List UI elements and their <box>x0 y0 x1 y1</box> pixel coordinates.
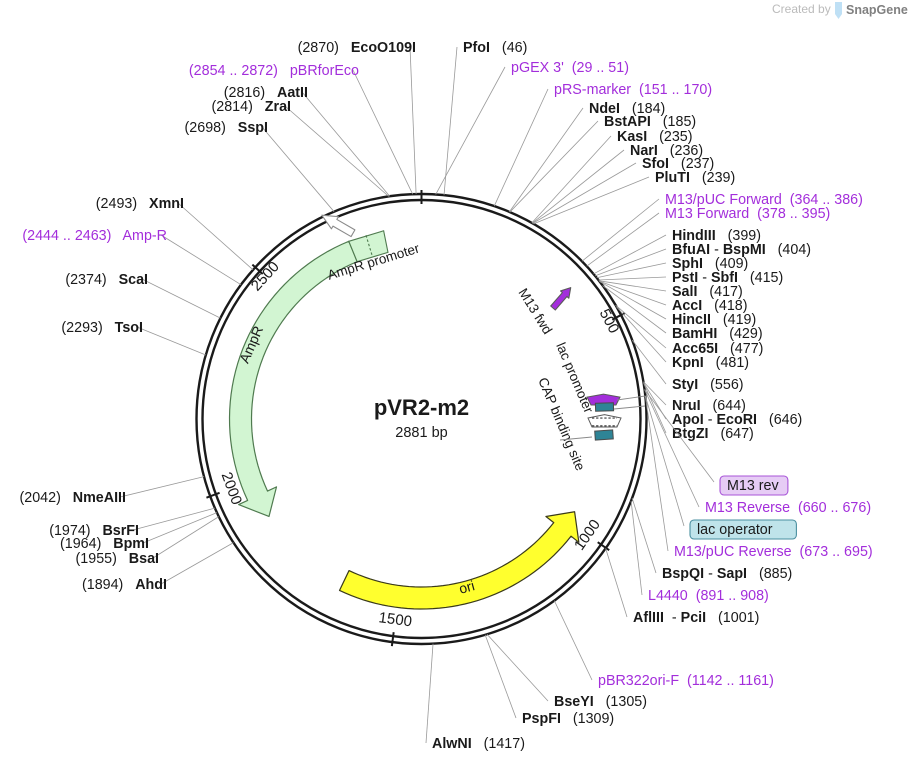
svg-text:lac operator: lac operator <box>697 522 773 538</box>
svg-text:M13 Forward (378 .. 395): M13 Forward (378 .. 395) <box>665 206 830 222</box>
svg-text:pRS-marker (151 .. 170): pRS-marker (151 .. 170) <box>554 82 712 98</box>
svg-text:BamHI (429): BamHI (429) <box>672 326 763 342</box>
svg-text:KpnI (481): KpnI (481) <box>672 355 749 371</box>
svg-text:(2374) ScaI: (2374) ScaI <box>65 272 148 288</box>
svg-text:M13 Reverse (660 .. 676): M13 Reverse (660 .. 676) <box>705 500 871 516</box>
svg-text:Created by: Created by <box>772 2 831 16</box>
svg-text:(2698) SspI: (2698) SspI <box>185 120 268 136</box>
svg-text:(2444 .. 2463) Amp-R: (2444 .. 2463) Amp-R <box>22 228 167 244</box>
svg-text:(1955) BsaI: (1955) BsaI <box>76 551 159 567</box>
svg-text:pBR322ori-F (1142 .. 1161): pBR322ori-F (1142 .. 1161) <box>598 673 774 689</box>
svg-text:PspFI (1309): PspFI (1309) <box>522 711 614 727</box>
svg-text:BseYI (1305): BseYI (1305) <box>554 694 647 710</box>
svg-text:SnapGene: SnapGene <box>846 3 908 17</box>
svg-text:BstAPI (185): BstAPI (185) <box>604 114 696 130</box>
svg-text:PfoI (46): PfoI (46) <box>463 40 527 56</box>
svg-text:AflIII - PciI (1001): AflIII - PciI (1001) <box>633 610 759 626</box>
svg-text:PluTI (239): PluTI (239) <box>655 170 735 186</box>
svg-text:BspQI - SapI (885): BspQI - SapI (885) <box>662 566 792 582</box>
svg-text:(2493) XmnI: (2493) XmnI <box>96 196 184 212</box>
svg-text:L4440 (891 .. 908): L4440 (891 .. 908) <box>648 588 769 604</box>
svg-text:StyI (556): StyI (556) <box>672 377 744 393</box>
svg-text:M13 rev: M13 rev <box>727 478 779 494</box>
svg-text:(2293) TsoI: (2293) TsoI <box>61 320 143 336</box>
svg-text:(1964) BpmI: (1964) BpmI <box>60 536 149 552</box>
svg-text:(2854 .. 2872) pBRforEco: (2854 .. 2872) pBRforEco <box>189 63 359 79</box>
svg-text:(2042) NmeAIII: (2042) NmeAIII <box>20 490 127 506</box>
svg-text:(2870) EcoO109I: (2870) EcoO109I <box>298 40 416 56</box>
svg-text:M13/pUC Reverse (673 .. 695): M13/pUC Reverse (673 .. 695) <box>674 544 873 560</box>
svg-text:2881 bp: 2881 bp <box>395 425 447 441</box>
svg-text:AlwNI (1417): AlwNI (1417) <box>432 736 525 752</box>
svg-text:pGEX 3' (29 .. 51): pGEX 3' (29 .. 51) <box>511 60 629 76</box>
svg-text:pVR2-m2: pVR2-m2 <box>374 395 469 420</box>
svg-text:(1894) AhdI: (1894) AhdI <box>82 577 167 593</box>
svg-text:(2814) ZraI: (2814) ZraI <box>212 99 291 115</box>
svg-text:BtgZI (647): BtgZI (647) <box>672 426 754 442</box>
